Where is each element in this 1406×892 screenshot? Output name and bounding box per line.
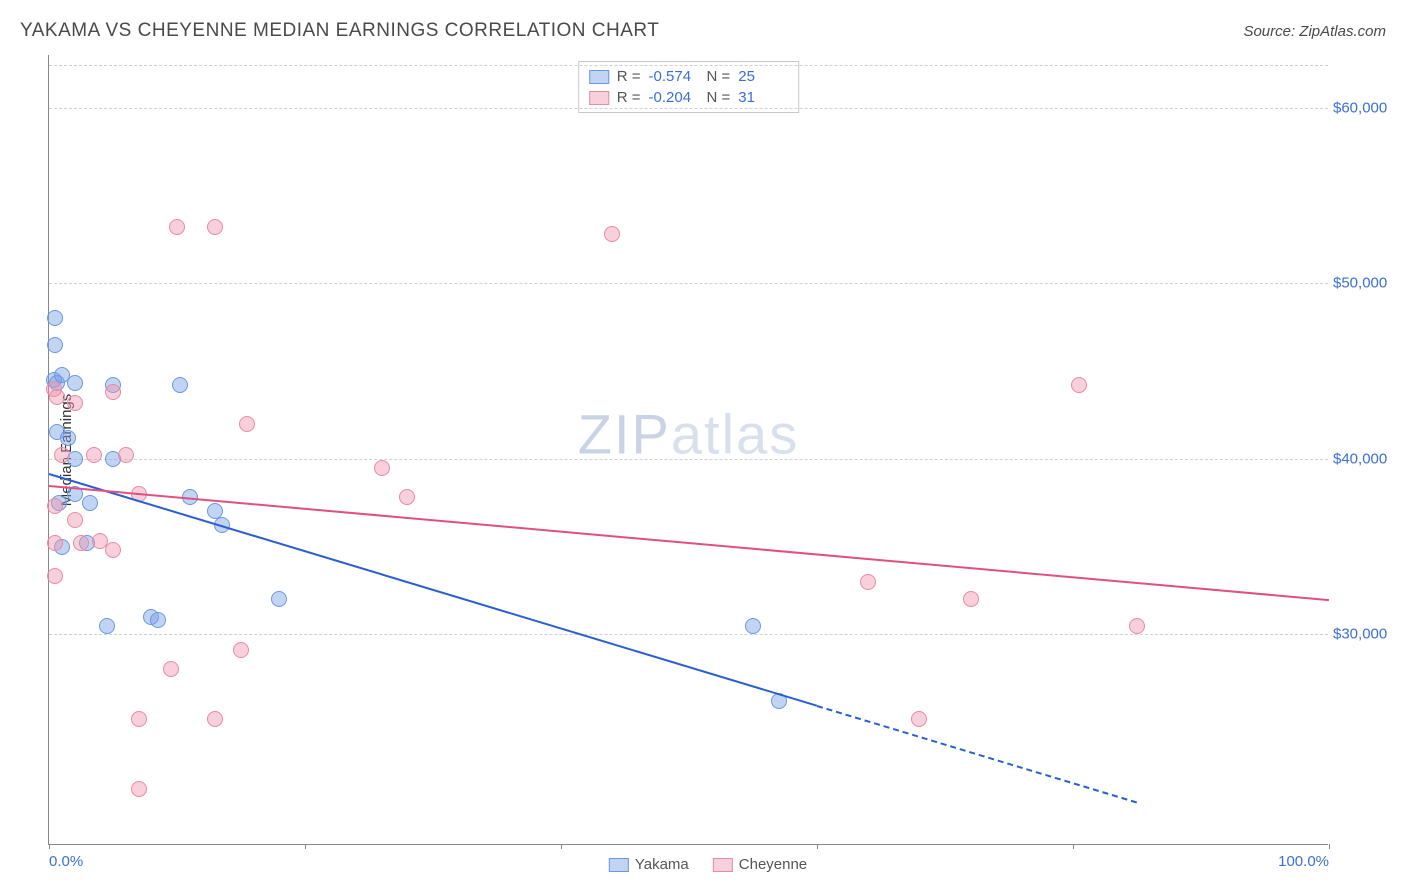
data-point [207,711,223,727]
gridline [49,108,1328,109]
data-point [47,337,63,353]
data-point [963,591,979,607]
data-point [73,535,89,551]
stat-n-label: N = [707,68,731,85]
data-point [105,542,121,558]
y-tick-label: $40,000 [1333,450,1398,467]
data-point [239,416,255,432]
data-point [374,460,390,476]
source-attribution: Source: ZipAtlas.com [1243,23,1386,40]
data-point [169,219,185,235]
data-point [271,591,287,607]
data-point [54,447,70,463]
x-tick [1073,844,1074,849]
stats-row: R = -0.204 N = 31 [589,87,789,108]
data-point [47,568,63,584]
data-point [47,535,63,551]
chart-title: YAKAMA VS CHEYENNE MEDIAN EARNINGS CORRE… [20,20,659,42]
x-tick [49,844,50,849]
data-point [47,310,63,326]
legend-label: Cheyenne [739,856,807,873]
data-point [131,711,147,727]
stat-r-label: R = [617,68,641,85]
stat-n-value: 25 [738,68,788,85]
legend-item: Yakama [609,856,689,873]
stat-r-value: -0.204 [649,89,699,106]
y-tick-label: $30,000 [1333,626,1398,643]
gridline [49,459,1328,460]
scatter-plot: ZIPatlas R =-0.574N =25R =-0.204N =31 $3… [48,55,1328,845]
data-point [1071,377,1087,393]
data-point [163,661,179,677]
x-tick-label: 0.0% [49,853,83,870]
legend-swatch [609,858,629,872]
x-tick-label: 100.0% [1278,853,1329,870]
data-point [233,642,249,658]
y-tick-label: $60,000 [1333,99,1398,116]
data-point [1129,618,1145,634]
data-point [911,711,927,727]
watermark: ZIPatlas [578,401,799,466]
data-point [67,395,83,411]
legend: Yakama Cheyenne [609,856,807,873]
stats-row: R = -0.574 N = 25 [589,66,789,87]
legend-item: Cheyenne [713,856,807,873]
data-point [47,498,63,514]
data-point [745,618,761,634]
legend-swatch [713,858,733,872]
series-swatch [589,70,609,84]
data-point [131,781,147,797]
stat-n-label: N = [707,89,731,106]
x-tick [817,844,818,849]
legend-label: Yakama [635,856,689,873]
trend-line [817,705,1138,803]
chart-area: Median Earnings ZIPatlas R =-0.574N =25R… [48,55,1368,845]
stat-n-value: 31 [738,89,788,106]
data-point [105,384,121,400]
data-point [150,612,166,628]
data-point [60,430,76,446]
data-point [86,447,102,463]
data-point [67,512,83,528]
data-point [49,389,65,405]
x-tick [305,844,306,849]
x-tick [1329,844,1330,849]
trend-line [49,485,1329,601]
y-tick-label: $50,000 [1333,275,1398,292]
gridline [49,634,1328,635]
data-point [399,489,415,505]
correlation-stats-box: R = -0.574 N = 25 R = -0.204 N = 31 [578,61,800,113]
x-tick [561,844,562,849]
data-point [82,495,98,511]
data-point [67,375,83,391]
stat-r-value: -0.574 [649,68,699,85]
data-point [604,226,620,242]
series-swatch [589,91,609,105]
data-point [118,447,134,463]
data-point [207,219,223,235]
data-point [172,377,188,393]
data-point [99,618,115,634]
gridline [49,283,1328,284]
stat-r-label: R = [617,89,641,106]
gridline [49,65,1328,66]
data-point [860,574,876,590]
